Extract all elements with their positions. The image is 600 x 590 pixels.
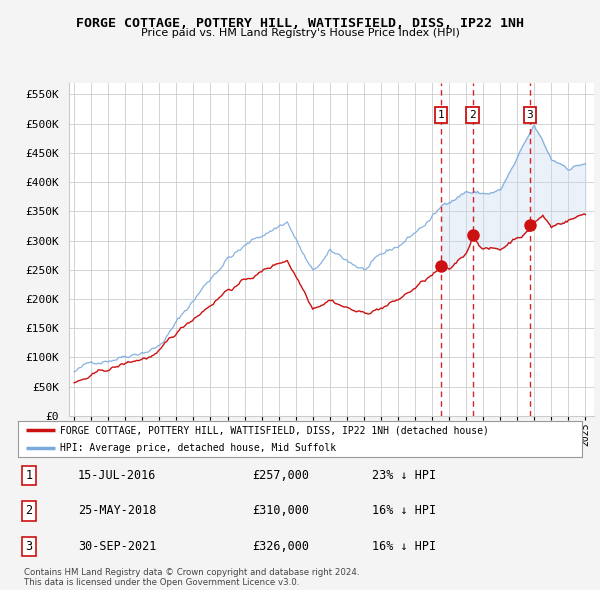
- Text: 23% ↓ HPI: 23% ↓ HPI: [372, 469, 436, 482]
- Text: £257,000: £257,000: [252, 469, 309, 482]
- Text: £310,000: £310,000: [252, 504, 309, 517]
- Text: 2: 2: [469, 110, 476, 120]
- Text: 3: 3: [25, 540, 32, 553]
- Text: 3: 3: [527, 110, 533, 120]
- Text: 16% ↓ HPI: 16% ↓ HPI: [372, 504, 436, 517]
- Text: FORGE COTTAGE, POTTERY HILL, WATTISFIELD, DISS, IP22 1NH: FORGE COTTAGE, POTTERY HILL, WATTISFIELD…: [76, 17, 524, 30]
- Text: 1: 1: [438, 110, 445, 120]
- Text: Price paid vs. HM Land Registry's House Price Index (HPI): Price paid vs. HM Land Registry's House …: [140, 28, 460, 38]
- Text: 15-JUL-2016: 15-JUL-2016: [78, 469, 157, 482]
- Text: 30-SEP-2021: 30-SEP-2021: [78, 540, 157, 553]
- Text: 2: 2: [25, 504, 32, 517]
- Text: HPI: Average price, detached house, Mid Suffolk: HPI: Average price, detached house, Mid …: [60, 442, 337, 453]
- Text: This data is licensed under the Open Government Licence v3.0.: This data is licensed under the Open Gov…: [24, 578, 299, 587]
- Text: FORGE COTTAGE, POTTERY HILL, WATTISFIELD, DISS, IP22 1NH (detached house): FORGE COTTAGE, POTTERY HILL, WATTISFIELD…: [60, 425, 489, 435]
- Text: 25-MAY-2018: 25-MAY-2018: [78, 504, 157, 517]
- Text: £326,000: £326,000: [252, 540, 309, 553]
- Text: 1: 1: [25, 469, 32, 482]
- Text: 16% ↓ HPI: 16% ↓ HPI: [372, 540, 436, 553]
- Text: Contains HM Land Registry data © Crown copyright and database right 2024.: Contains HM Land Registry data © Crown c…: [24, 568, 359, 576]
